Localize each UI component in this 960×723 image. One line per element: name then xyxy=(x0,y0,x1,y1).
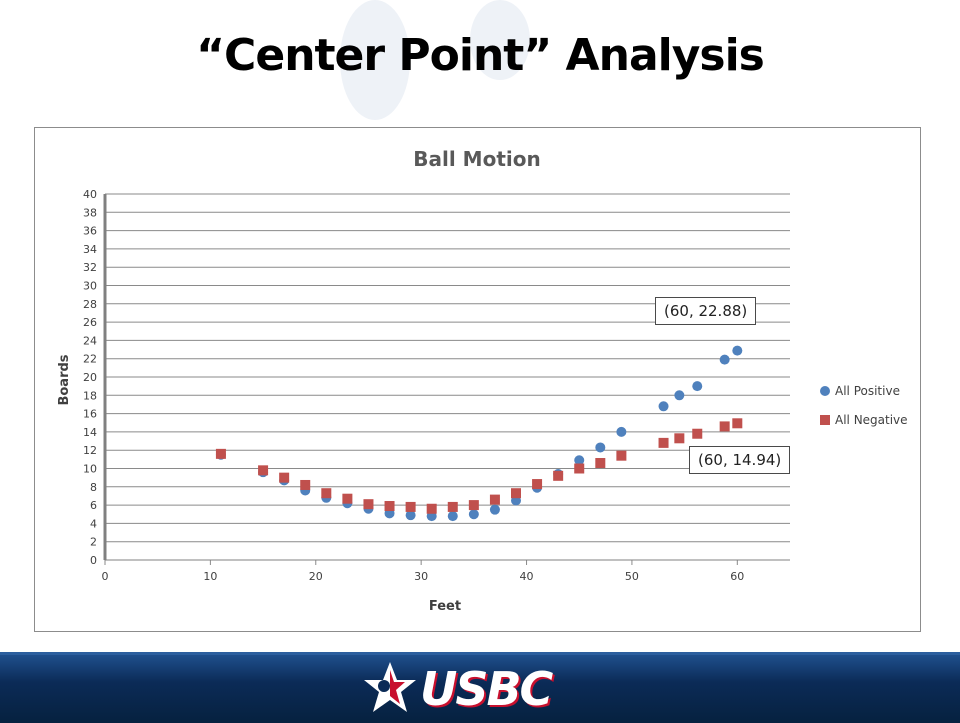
y-tick-label: 38 xyxy=(83,206,97,219)
x-axis-label: Feet xyxy=(429,599,461,614)
data-point-negative xyxy=(732,418,743,429)
data-point-negative xyxy=(574,463,585,474)
data-point-positive xyxy=(674,390,685,401)
footer-bar xyxy=(0,652,960,723)
y-tick-label: 28 xyxy=(83,298,97,311)
data-point-negative xyxy=(447,501,458,512)
data-point-negative xyxy=(616,450,627,461)
data-point-negative xyxy=(692,428,703,439)
data-point-negative xyxy=(468,500,479,511)
legend-marker xyxy=(820,415,830,425)
y-tick-label: 4 xyxy=(90,517,97,530)
y-tick-label: 20 xyxy=(83,371,97,384)
y-tick-label: 40 xyxy=(83,188,97,201)
data-point-negative xyxy=(674,433,685,444)
data-point-negative xyxy=(342,493,353,504)
data-point-negative xyxy=(363,499,374,510)
data-point-positive xyxy=(447,511,458,522)
scatter-chart: Ball Motion 0246810121416182022242628303… xyxy=(57,147,908,614)
x-tick-label: 20 xyxy=(309,570,323,583)
data-point-negative xyxy=(258,465,269,476)
slide-title: “Center Point” Analysis xyxy=(196,30,765,81)
star-bowler-icon xyxy=(364,662,416,712)
data-point-positive xyxy=(574,455,585,466)
legend-label: All Positive xyxy=(835,384,900,398)
data-point-positive xyxy=(489,504,500,515)
legend-label: All Negative xyxy=(835,413,908,427)
data-point-negative xyxy=(300,479,311,490)
callout-negative-end: (60, 14.94) xyxy=(689,446,791,474)
y-tick-label: 14 xyxy=(83,426,97,439)
data-point-positive xyxy=(595,442,606,453)
y-tick-label: 8 xyxy=(90,481,97,494)
y-tick-label: 12 xyxy=(83,444,97,457)
chart-frame: Ball Motion 0 2 4 6 8 10 12 14 16 18 20 22 24 26 28 30 3… xyxy=(34,127,921,632)
data-point-positive xyxy=(732,345,743,356)
y-tick-label: 22 xyxy=(83,353,97,366)
y-tick-label: 34 xyxy=(83,243,97,256)
data-point-negative xyxy=(321,488,332,499)
y-tick-label: 18 xyxy=(83,389,97,402)
axes xyxy=(103,194,790,565)
usbc-logo: USBC xyxy=(360,660,610,716)
data-point-negative xyxy=(658,437,669,448)
background-shape xyxy=(470,0,530,80)
y-tick-label: 26 xyxy=(83,316,97,329)
y-axis-label: Boards xyxy=(57,354,72,405)
y-tick-label: 24 xyxy=(83,334,97,347)
data-point-positive xyxy=(405,510,416,521)
data-point-negative xyxy=(215,448,226,459)
x-tick-label: 10 xyxy=(203,570,217,583)
legend: All Positive All Negative xyxy=(820,384,908,427)
x-tick-label: 30 xyxy=(414,570,428,583)
chart-title: Ball Motion xyxy=(413,147,540,171)
data-point-negative xyxy=(511,488,521,499)
callout-positive-end: (60, 22.88) xyxy=(655,297,757,325)
x-tick-label: 0 xyxy=(102,570,109,583)
data-point-negative xyxy=(489,494,500,505)
y-tick-label: 6 xyxy=(90,499,97,512)
data-point-negative xyxy=(279,472,290,483)
background-shape xyxy=(340,0,410,120)
logo-text: USBC xyxy=(420,662,553,716)
x-tick-label: 40 xyxy=(520,570,534,583)
data-point-positive xyxy=(658,401,669,412)
y-tick-label: 0 xyxy=(90,554,97,567)
y-tick-label: 16 xyxy=(83,408,97,421)
data-point-positive xyxy=(468,509,479,520)
data-points xyxy=(215,345,743,522)
y-tick-label: 36 xyxy=(83,225,97,238)
y-tick-label: 30 xyxy=(83,280,97,293)
data-point-positive xyxy=(616,426,627,437)
data-point-negative xyxy=(595,458,606,469)
gridlines xyxy=(105,193,790,561)
data-point-positive xyxy=(719,354,730,365)
y-tick-label: 32 xyxy=(83,261,97,274)
y-tick-label: 2 xyxy=(90,536,97,549)
x-tick-label: 60 xyxy=(730,570,744,583)
data-point-negative xyxy=(384,501,395,512)
data-point-positive xyxy=(692,381,703,392)
data-point-negative xyxy=(532,479,543,490)
data-point-negative xyxy=(553,470,564,481)
data-point-negative xyxy=(719,421,730,432)
x-tick-label: 50 xyxy=(625,570,639,583)
data-point-negative xyxy=(426,503,437,514)
data-point-negative xyxy=(405,501,416,512)
y-tick-label: 10 xyxy=(83,463,97,476)
legend-marker xyxy=(820,386,830,396)
